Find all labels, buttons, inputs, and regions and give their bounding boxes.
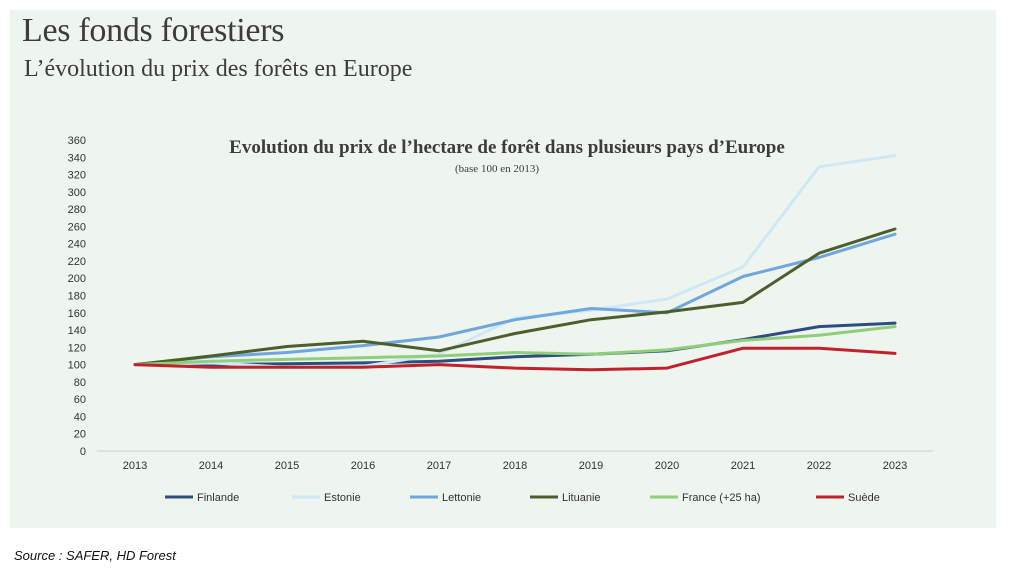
y-tick-label: 80 — [74, 377, 86, 389]
y-axis: 0 20 40 60 80 100 120 140 160 180 200 220 240 260 280 3… — [68, 135, 86, 458]
series-line-finlande — [133, 321, 897, 367]
x-axis: 2013 2014 2015 2016 2017 2018 2019 2020 2021 2022… — [97, 450, 933, 472]
page-subtitle: L’évolution du prix des forêts en Europe — [24, 56, 413, 82]
y-tick-label: 100 — [68, 360, 86, 372]
legend-label: Finlande — [197, 492, 239, 504]
series-line-france-25-ha — [133, 325, 897, 367]
y-tick-label: 220 — [68, 256, 86, 268]
x-tick-label: 2016 — [351, 460, 375, 472]
legend-label: France (+25 ha) — [682, 492, 761, 504]
y-tick-label: 180 — [68, 291, 86, 303]
x-tick-label: 2014 — [199, 460, 223, 472]
source-note: Source : SAFER, HD Forest — [14, 548, 176, 563]
y-tick-label: 60 — [74, 394, 86, 406]
series-line-lettonie — [133, 232, 897, 367]
x-tick-label: 2020 — [655, 460, 679, 472]
y-tick-label: 40 — [74, 411, 86, 423]
y-tick-label: 140 — [68, 325, 86, 337]
chart-subtitle: (base 100 en 2013) — [455, 163, 539, 175]
chart-title: Evolution du prix de l’hectare de forêt … — [229, 137, 785, 158]
y-tick-label: 260 — [68, 221, 86, 233]
legend-label: Lituanie — [562, 492, 601, 504]
y-tick-label: 120 — [68, 342, 86, 354]
x-tick-label: 2017 — [427, 460, 451, 472]
y-tick-label: 0 — [80, 446, 86, 458]
x-tick-label: 2023 — [883, 460, 907, 472]
legend-label: Lettonie — [442, 492, 481, 504]
y-tick-label: 280 — [68, 204, 86, 216]
x-tick-label: 2013 — [123, 460, 147, 472]
x-tick-label: 2019 — [579, 460, 603, 472]
x-tick-label: 2018 — [503, 460, 527, 472]
legend: Finlande Estonie Lettonie Lituanie France (+… — [165, 492, 880, 504]
x-tick-label: 2021 — [731, 460, 755, 472]
y-tick-label: 340 — [68, 152, 86, 164]
series-lines — [133, 154, 897, 372]
x-tick-label: 2015 — [275, 460, 299, 472]
y-tick-label: 20 — [74, 429, 86, 441]
x-tick-label: 2022 — [807, 460, 831, 472]
y-tick-label: 240 — [68, 239, 86, 251]
chart-panel — [10, 10, 996, 528]
legend-label: Suède — [848, 492, 880, 504]
series-line-su-de — [133, 346, 897, 372]
series-line-lituanie — [133, 227, 897, 367]
y-tick-label: 160 — [68, 308, 86, 320]
page-title: Les fonds forestiers — [22, 12, 285, 49]
y-tick-label: 300 — [68, 187, 86, 199]
y-tick-label: 320 — [68, 170, 86, 182]
series-line-estonie — [133, 154, 897, 369]
legend-label: Estonie — [324, 492, 361, 504]
y-tick-label: 360 — [68, 135, 86, 147]
y-tick-label: 200 — [68, 273, 86, 285]
